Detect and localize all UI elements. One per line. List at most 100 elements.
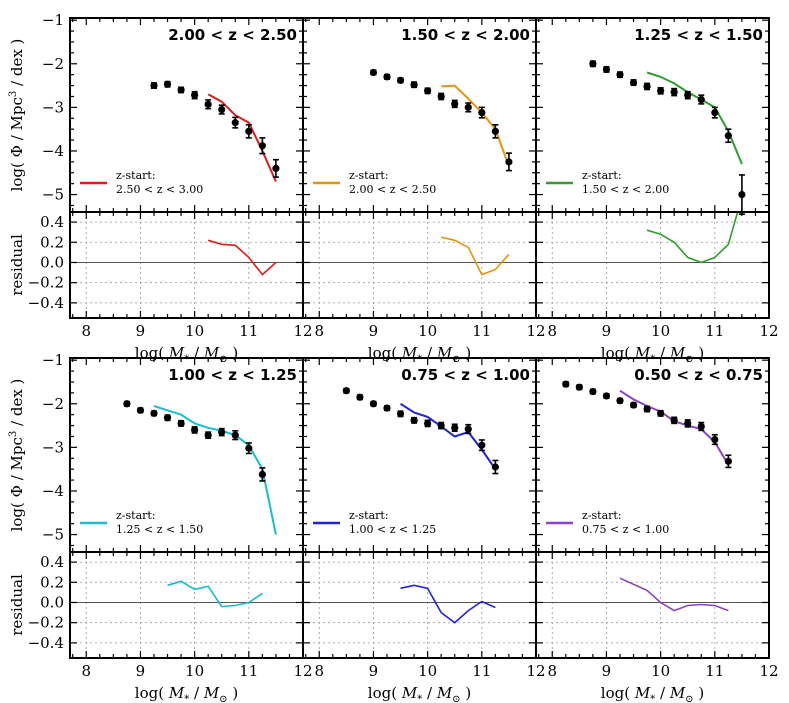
data-point bbox=[272, 164, 280, 173]
residual-axis-label: residual bbox=[8, 574, 26, 636]
y-tick-label: −4 bbox=[42, 142, 64, 160]
legend-heading: z-start: bbox=[349, 509, 389, 522]
data-point bbox=[163, 414, 172, 422]
x-tick-label: 12 bbox=[759, 662, 778, 680]
residual-axis-label: residual bbox=[8, 234, 26, 296]
x-tick-label: 11 bbox=[472, 322, 491, 340]
residual-y-tick-label: −0.4 bbox=[28, 294, 64, 312]
residual-axes-frame bbox=[302, 211, 537, 319]
legend-range: 2.00 < z < 2.50 bbox=[349, 183, 436, 196]
data-point bbox=[204, 431, 212, 439]
x-tick-label: 10 bbox=[418, 662, 437, 680]
y-tick-label: −3 bbox=[42, 98, 64, 116]
legend-range: 0.75 < z < 1.00 bbox=[582, 523, 669, 536]
residual-axes-frame bbox=[69, 211, 304, 319]
x-tick-label: 8 bbox=[547, 662, 557, 680]
y-tick-label: −3 bbox=[42, 438, 64, 456]
residual-axes-frame bbox=[69, 551, 304, 659]
data-point bbox=[684, 91, 692, 99]
panel-1: 1.50 < z < 2.00 z-start:2.00 < z < 2.50 8 9… bbox=[302, 17, 546, 365]
residual-y-tick-label: 0.4 bbox=[40, 553, 64, 571]
legend-range: 1.00 < z < 1.25 bbox=[349, 523, 436, 536]
legend-heading: z-start: bbox=[116, 509, 156, 522]
y-tick-label: −5 bbox=[42, 526, 64, 544]
panel-3: 1.00 < z < 1.25 z-start:1.25 < z < 1.50 8 9… bbox=[8, 351, 313, 703]
data-point bbox=[231, 431, 239, 439]
y-tick-label: −1 bbox=[42, 351, 64, 369]
data-point bbox=[670, 88, 678, 96]
x-tick-label: 9 bbox=[602, 662, 612, 680]
data-point bbox=[575, 383, 583, 391]
x-tick-label: 11 bbox=[705, 662, 724, 680]
x-axis-label: log( M* / M⊙ ) bbox=[601, 344, 704, 365]
data-point bbox=[218, 428, 226, 436]
model-line bbox=[646, 71, 743, 165]
panel-title: 0.75 < z < 1.00 bbox=[401, 366, 530, 384]
residual-y-tick-label: 0.4 bbox=[40, 213, 64, 231]
data-point bbox=[356, 393, 364, 401]
data-point bbox=[396, 76, 405, 84]
x-tick-label: 10 bbox=[185, 662, 204, 680]
data-point bbox=[231, 119, 239, 127]
model-line bbox=[207, 93, 277, 182]
data-point bbox=[629, 78, 638, 87]
x-axis-label: log( M* / M⊙ ) bbox=[368, 344, 471, 365]
data-point bbox=[643, 405, 651, 413]
data-point bbox=[724, 132, 732, 140]
data-point bbox=[464, 425, 472, 433]
panel-5: 0.50 < z < 0.75 z-start:0.75 < z < 1.00 8 9… bbox=[535, 357, 779, 703]
data-point bbox=[616, 397, 624, 405]
residual-y-tick-label: −0.4 bbox=[28, 634, 64, 652]
legend-range: 2.50 < z < 3.00 bbox=[116, 183, 203, 196]
data-point bbox=[150, 409, 158, 417]
model-line bbox=[399, 402, 497, 470]
x-tick-label: 12 bbox=[293, 662, 312, 680]
data-point bbox=[191, 426, 199, 434]
panel-title: 1.50 < z < 2.00 bbox=[401, 26, 530, 44]
y-axis-label: log( Φ / Mpc3 / dex ) bbox=[8, 39, 26, 192]
model-line bbox=[441, 84, 510, 167]
data-point bbox=[711, 109, 719, 117]
panel-title: 1.25 < z < 1.50 bbox=[634, 26, 763, 44]
data-point bbox=[697, 95, 705, 104]
residual-line bbox=[441, 236, 510, 276]
x-tick-label: 8 bbox=[547, 322, 557, 340]
data-point bbox=[177, 419, 185, 427]
legend-range: 1.50 < z < 2.00 bbox=[582, 183, 669, 196]
residual-axes-frame bbox=[535, 211, 770, 319]
data-point bbox=[245, 444, 253, 452]
x-tick-label: 8 bbox=[314, 662, 324, 680]
residual-line bbox=[646, 212, 739, 264]
y-tick-label: −2 bbox=[42, 55, 64, 73]
x-tick-label: 11 bbox=[705, 322, 724, 340]
data-point bbox=[396, 410, 405, 418]
data-point bbox=[218, 105, 226, 114]
y-tick-label: −1 bbox=[42, 11, 64, 29]
residual-line bbox=[619, 577, 729, 612]
legend-heading: z-start: bbox=[582, 169, 622, 182]
residual-y-tick-label: 0.2 bbox=[40, 573, 64, 591]
data-point bbox=[437, 421, 445, 430]
data-point bbox=[369, 400, 378, 408]
residual-axes-frame bbox=[535, 551, 770, 659]
data-point bbox=[150, 81, 158, 90]
data-point bbox=[602, 392, 611, 400]
x-tick-label: 9 bbox=[136, 322, 146, 340]
legend-heading: z-start: bbox=[582, 509, 622, 522]
data-point bbox=[245, 127, 253, 135]
x-axis-label: log( M* / M⊙ ) bbox=[135, 344, 238, 365]
y-axis-label: log( Φ / Mpc3 / dex ) bbox=[8, 379, 26, 532]
data-point bbox=[657, 409, 665, 417]
data-point bbox=[602, 65, 611, 74]
data-point bbox=[738, 190, 746, 199]
data-point bbox=[177, 86, 185, 94]
data-point bbox=[491, 127, 499, 135]
panel-2: 1.25 < z < 1.50 z-start:1.50 < z < 2.00 8 9… bbox=[535, 17, 779, 365]
data-point bbox=[491, 463, 499, 471]
data-point bbox=[383, 73, 391, 81]
x-tick-label: 9 bbox=[369, 322, 379, 340]
residual-line bbox=[167, 580, 263, 608]
data-point bbox=[191, 91, 199, 99]
x-tick-label: 12 bbox=[759, 322, 778, 340]
